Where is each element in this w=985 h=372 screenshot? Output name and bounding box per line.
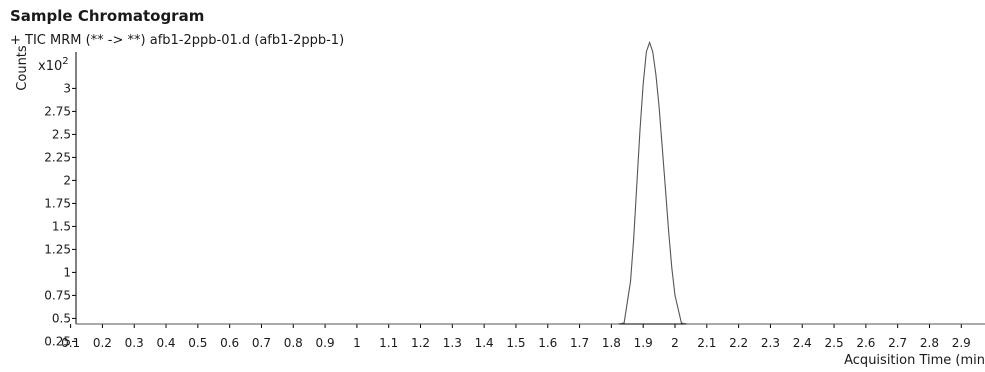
- y-tick-label: 2.75: [44, 104, 71, 118]
- x-axis-label: Acquisition Time (min: [844, 353, 985, 368]
- x-tick-label: 2.4: [793, 336, 812, 350]
- x-tick-label: 0.6: [220, 336, 239, 350]
- x-tick-label: 1.8: [602, 336, 621, 350]
- trace-label: + TIC MRM (** -> **) afb1-2ppb-01.d (afb…: [10, 33, 345, 48]
- x-tick-label: 2.7: [888, 336, 907, 350]
- y-tick-label: 0.25: [44, 334, 71, 348]
- y-tick-label: 3: [63, 81, 71, 95]
- y-tick-label: 1.25: [44, 242, 71, 256]
- x-tick-label: 0.7: [252, 336, 271, 350]
- y-tick-label: 0.75: [44, 288, 71, 302]
- x-tick-label: 0.1: [61, 336, 80, 350]
- x-tick-label: 1.2: [411, 336, 430, 350]
- y-tick-label: 1.75: [44, 196, 71, 210]
- y-tick-label: 0.5: [52, 311, 71, 325]
- x-tick-label: 2.5: [825, 336, 844, 350]
- x-tick-label: 2.9: [952, 336, 971, 350]
- x-tick-label: 2.2: [729, 336, 748, 350]
- x-axis: 0.1 0.2 0.3 0.4 0.5 0.6 0.7 0.8 0.9 1 1.1 1.2 1.3 1.4…: [61, 324, 971, 350]
- x-tick-label: 0.9: [316, 336, 335, 350]
- y-tick-label: 2.5: [52, 127, 71, 141]
- y-multiplier-label: x102: [38, 56, 69, 74]
- x-tick-label: 1.5: [506, 336, 525, 350]
- x-tick-label: 2: [671, 336, 679, 350]
- x-tick-label: 2.3: [761, 336, 780, 350]
- y-tick-label: 1: [63, 265, 71, 279]
- y-axis: 0.25 0.5 0.75 1 1.25 1.5 1.75 2 2.25 2.5 2.75 3: [44, 81, 76, 348]
- x-tick-label: 2.1: [697, 336, 716, 350]
- x-tick-label: 0.5: [188, 336, 207, 350]
- x-tick-label: 2.8: [920, 336, 939, 350]
- y-tick-label: 2: [63, 173, 71, 187]
- x-tick-label: 0.2: [93, 336, 112, 350]
- y-tick-label: 1.5: [52, 219, 71, 233]
- x-tick-label: 1.1: [379, 336, 398, 350]
- x-tick-label: 0.3: [125, 336, 144, 350]
- x-tick-label: 1.4: [475, 336, 494, 350]
- series-line-tic: [76, 40, 985, 325]
- x-tick-label: 1.9: [634, 336, 653, 350]
- x-tick-label: 1.3: [443, 336, 462, 350]
- y-axis-label: Counts: [15, 45, 30, 91]
- chart-title: Sample Chromatogram: [10, 7, 205, 25]
- y-tick-label: 2.25: [44, 150, 71, 164]
- x-tick-label: 2.6: [856, 336, 875, 350]
- x-tick-label: 0.8: [284, 336, 303, 350]
- x-tick-label: 0.4: [156, 336, 175, 350]
- x-tick-label: 1.7: [570, 336, 589, 350]
- x-tick-label: 1.6: [538, 336, 557, 350]
- x-tick-label: 1: [353, 336, 361, 350]
